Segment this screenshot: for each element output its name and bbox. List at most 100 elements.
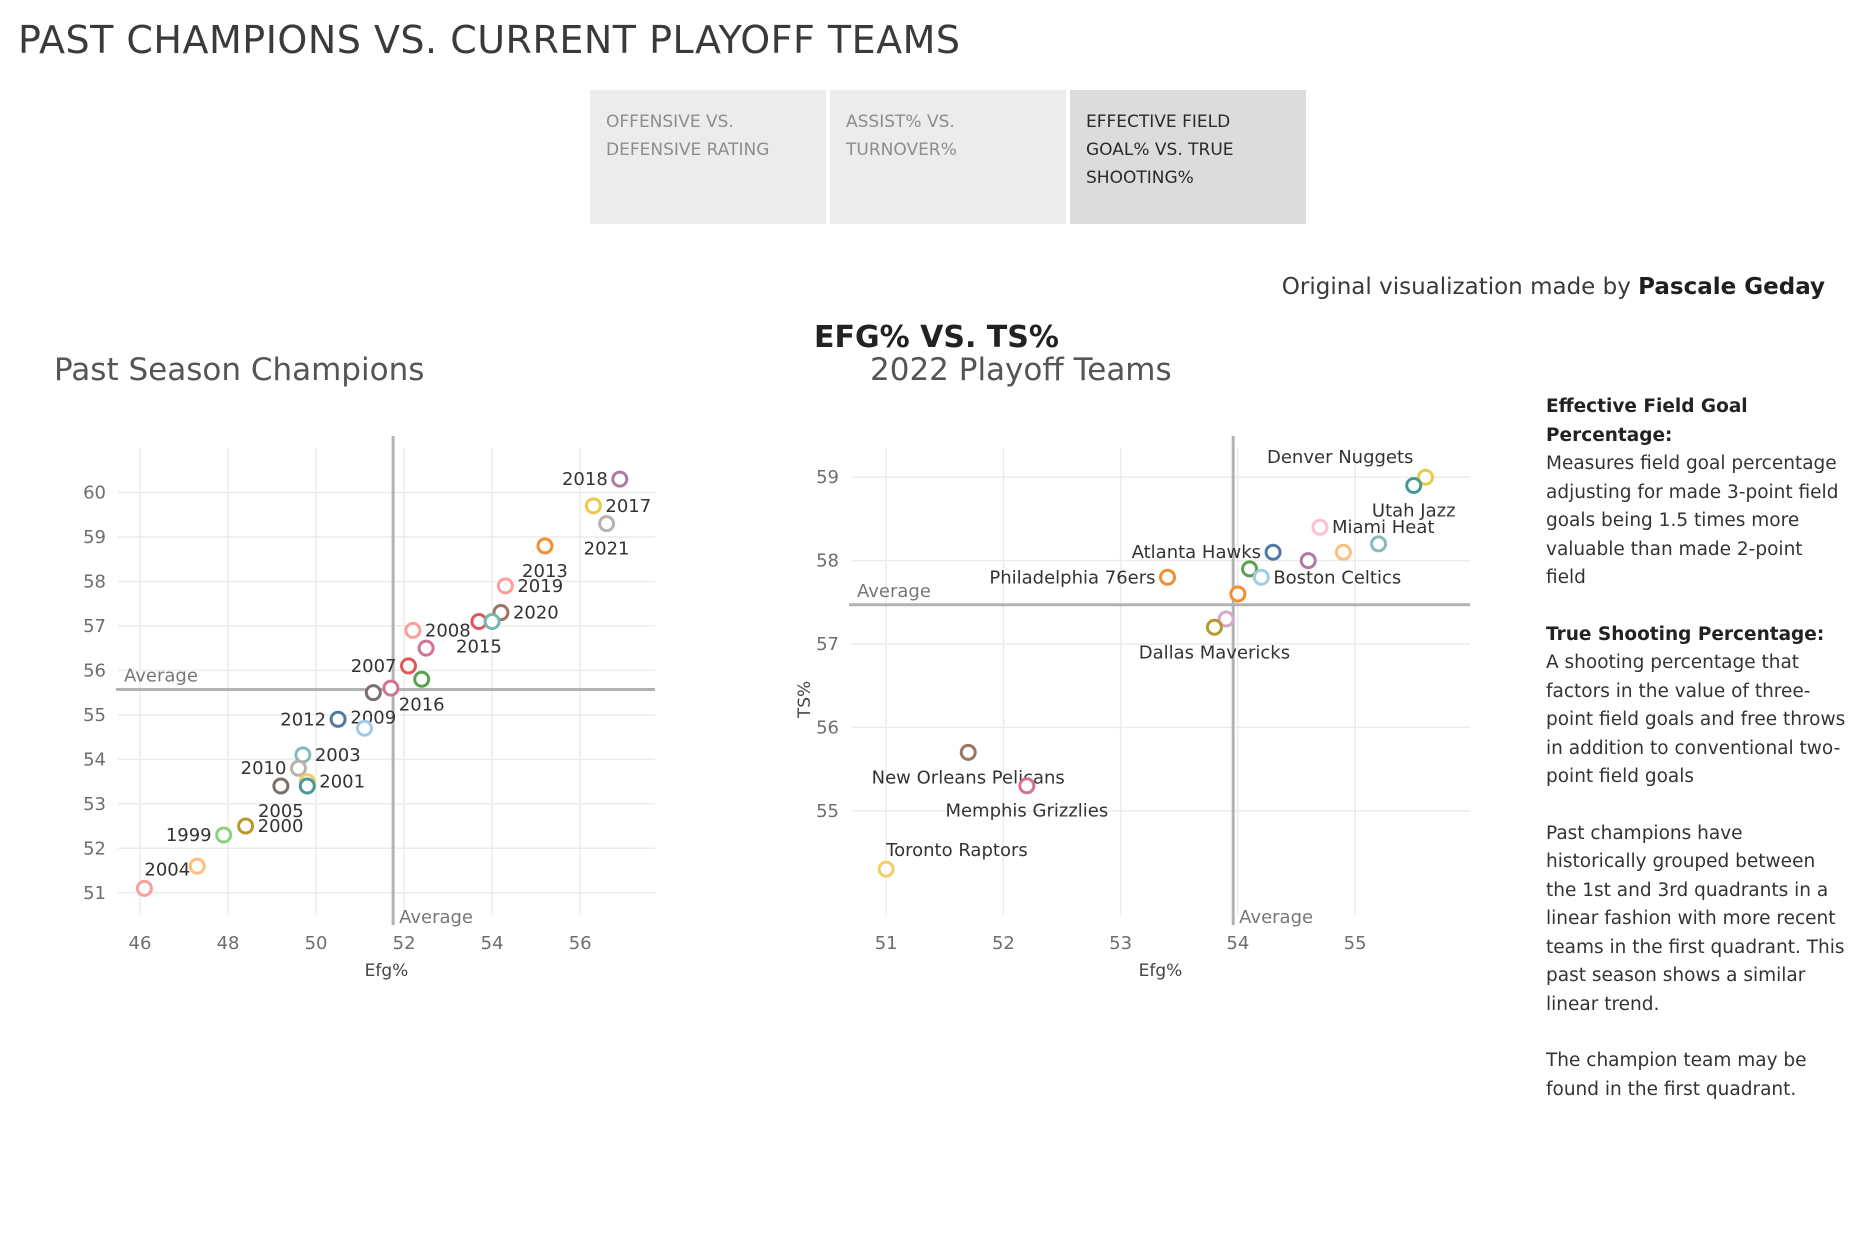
y-tick-label: 56 [816,717,839,738]
data-label: 2010 [241,758,287,779]
tab-assist-vs-turnover[interactable]: ASSIST% VS. TURNOVER% [830,90,1066,224]
tab-efg-vs-ts[interactable]: EFFECTIVE FIELD GOAL% VS. TRUE SHOOTING% [1070,90,1306,224]
data-point [877,860,895,878]
data-point [329,710,347,728]
y-tick-label: 56 [83,660,106,681]
data-point [400,657,418,675]
y-tick-label: 58 [816,551,839,572]
data-label: Philadelphia 76ers [989,567,1155,588]
data-point [1018,777,1036,795]
data-point [1334,543,1352,561]
data-point [483,612,501,630]
tab-offensive-vs-defensive[interactable]: OFFENSIVE VS. DEFENSIVE RATING [590,90,826,224]
data-label: 1999 [166,825,212,846]
x-tick-label: 52 [992,933,1015,954]
data-point [1229,585,1247,603]
view-tabs: OFFENSIVE VS. DEFENSIVE RATING ASSIST% V… [590,90,1306,224]
data-point [1252,568,1270,586]
data-point [135,879,153,897]
data-label: 2000 [258,816,304,837]
data-label: Dallas Mavericks [1139,642,1290,663]
legend-panel: Effective Field Goal Percentage: Measure… [1546,393,1846,1132]
x-tick-label: 51 [875,933,898,954]
x-tick-label: 55 [1344,933,1367,954]
data-point [237,817,255,835]
data-label: Toronto Raptors [885,840,1028,861]
efg-description: Measures field goal percentage adjusting… [1546,453,1839,588]
data-point [188,857,206,875]
y-tick-label: 59 [816,467,839,488]
data-label: Utah Jazz [1372,501,1456,522]
past-champions-chart: Past Season Champions 46 48 50 52 54 56 51 52 53 5… [54,352,655,981]
x-average-label: Average [399,907,473,928]
x-axis-title: Efg% [1139,961,1183,981]
x-tick-label: 46 [129,933,152,954]
data-label: 2012 [280,709,326,730]
data-label: 2015 [456,636,502,657]
data-point [413,670,431,688]
data-point [598,515,616,533]
data-point [1205,618,1223,636]
efg-term: Effective Field Goal Percentage: [1546,396,1748,446]
quadrant-note: Past champions have historically grouped… [1546,822,1845,1015]
ts-description: A shooting percentage that factors in th… [1546,652,1846,787]
data-point [272,777,290,795]
credit-author: Pascale Geday [1638,274,1825,300]
y-tick-label: 55 [816,801,839,822]
y-average-label: Average [124,666,198,687]
data-point [289,759,307,777]
data-label: 2004 [144,859,190,880]
y-tick-label: 54 [83,749,106,770]
data-point [355,719,373,737]
data-label: 2008 [425,620,471,641]
y-tick-label: 57 [83,616,106,637]
data-point [1264,543,1282,561]
credit-prefix: Original visualization made by [1281,274,1631,300]
data-point [1241,560,1259,578]
data-label: 2007 [351,656,397,677]
y-tick-label: 52 [83,838,106,859]
x-tick-label: 48 [217,933,240,954]
data-label: Denver Nuggets [1267,447,1413,468]
data-point [417,639,435,657]
x-tick-label: 52 [393,933,416,954]
data-point [584,497,602,515]
data-label: Atlanta Hawks [1132,542,1261,563]
y-tick-label: 60 [83,482,106,503]
x-axis-title: Efg% [365,961,409,981]
data-point [496,577,514,595]
chart-heading: EFG% VS. TS% [814,320,1059,355]
data-label: 2019 [517,576,563,597]
y-tick-label: 59 [83,527,106,548]
y-axis-title: TS% [795,681,815,719]
data-point [611,470,629,488]
data-point [1159,568,1177,586]
data-point [404,621,422,639]
data-label: New Orleans Pelicans [872,767,1065,788]
data-point [1311,518,1329,536]
chart-title: 2022 Playoff Teams [870,352,1172,388]
data-point [382,679,400,697]
data-label: 2021 [584,539,630,560]
data-label: Memphis Grizzlies [945,801,1108,822]
data-label: 2001 [319,772,365,793]
chart-title: Past Season Champions [54,352,424,388]
data-label: Boston Celtics [1273,567,1401,588]
data-point [1299,552,1317,570]
x-tick-label: 54 [1226,933,1249,954]
x-tick-label: 56 [569,933,592,954]
data-label: 2016 [399,694,445,715]
data-label: 2003 [315,745,361,766]
playoff-teams-chart: 2022 Playoff Teams 51 52 53 54 55 55 56 57 58 59 Ef… [795,352,1470,981]
ts-term: True Shooting Percentage: [1546,623,1825,645]
data-point [364,684,382,702]
page-title: PAST CHAMPIONS VS. CURRENT PLAYOFF TEAMS [18,18,961,62]
champion-note: The champion team may be found in the fi… [1546,1050,1807,1100]
data-point [215,826,233,844]
x-average-label: Average [1239,907,1313,928]
y-tick-label: 51 [83,883,106,904]
data-point [959,743,977,761]
x-tick-label: 50 [305,933,328,954]
data-point [1405,477,1423,495]
data-point [1217,610,1235,628]
